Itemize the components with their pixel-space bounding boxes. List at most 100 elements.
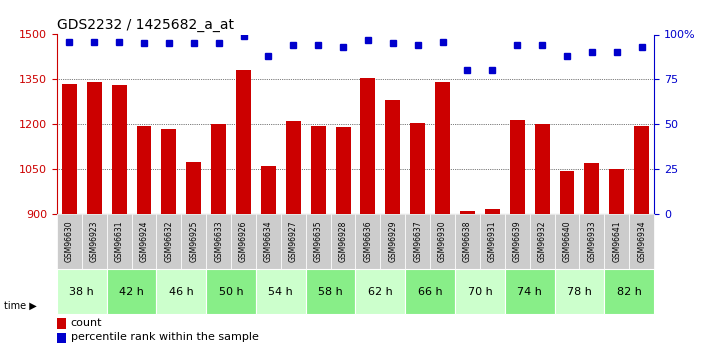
Text: 54 h: 54 h bbox=[269, 287, 293, 296]
Bar bbox=[107, 214, 132, 269]
Bar bbox=[107, 269, 156, 314]
Bar bbox=[480, 214, 505, 269]
Text: GSM96934: GSM96934 bbox=[637, 220, 646, 262]
Bar bbox=[132, 214, 156, 269]
Bar bbox=[380, 214, 405, 269]
Bar bbox=[82, 214, 107, 269]
Text: GSM96927: GSM96927 bbox=[289, 220, 298, 262]
Bar bbox=[286, 121, 301, 214]
Text: GSM96641: GSM96641 bbox=[612, 220, 621, 262]
Bar bbox=[186, 161, 201, 214]
Bar bbox=[57, 333, 66, 344]
Text: GSM96637: GSM96637 bbox=[413, 220, 422, 262]
Bar bbox=[560, 170, 574, 214]
Bar bbox=[306, 269, 356, 314]
Text: GSM96925: GSM96925 bbox=[189, 220, 198, 262]
Bar bbox=[62, 84, 77, 214]
Text: GSM96928: GSM96928 bbox=[338, 220, 348, 262]
Bar bbox=[57, 318, 66, 329]
Bar bbox=[57, 269, 107, 314]
Bar bbox=[87, 82, 102, 214]
Text: GDS2232 / 1425682_a_at: GDS2232 / 1425682_a_at bbox=[57, 18, 234, 32]
Text: GSM96632: GSM96632 bbox=[164, 220, 173, 262]
Bar bbox=[609, 169, 624, 214]
Bar bbox=[281, 214, 306, 269]
Text: 42 h: 42 h bbox=[119, 287, 144, 296]
Text: GSM96923: GSM96923 bbox=[90, 220, 99, 262]
Bar bbox=[634, 126, 649, 214]
Bar bbox=[510, 120, 525, 214]
Bar bbox=[460, 211, 475, 214]
Text: 74 h: 74 h bbox=[518, 287, 542, 296]
Text: 58 h: 58 h bbox=[319, 287, 343, 296]
Bar bbox=[385, 100, 400, 214]
Text: 82 h: 82 h bbox=[617, 287, 641, 296]
Bar bbox=[256, 214, 281, 269]
Text: count: count bbox=[70, 318, 102, 328]
Bar bbox=[356, 269, 405, 314]
Bar bbox=[206, 269, 256, 314]
Bar bbox=[161, 129, 176, 214]
Bar bbox=[455, 269, 505, 314]
Bar bbox=[231, 214, 256, 269]
Text: GSM96924: GSM96924 bbox=[139, 220, 149, 262]
Text: 78 h: 78 h bbox=[567, 287, 592, 296]
Bar bbox=[156, 269, 206, 314]
Bar bbox=[435, 82, 450, 214]
Bar bbox=[112, 85, 127, 214]
Bar bbox=[360, 78, 375, 214]
Bar bbox=[505, 269, 555, 314]
Bar bbox=[629, 214, 654, 269]
Bar bbox=[555, 269, 604, 314]
Bar bbox=[410, 123, 425, 214]
Bar bbox=[584, 163, 599, 214]
Text: GSM96630: GSM96630 bbox=[65, 220, 74, 262]
Bar bbox=[206, 214, 231, 269]
Text: 50 h: 50 h bbox=[219, 287, 243, 296]
Text: time ▶: time ▶ bbox=[4, 300, 36, 310]
Bar bbox=[356, 214, 380, 269]
Bar bbox=[236, 70, 251, 214]
Bar bbox=[181, 214, 206, 269]
Bar bbox=[211, 124, 226, 214]
Text: GSM96638: GSM96638 bbox=[463, 220, 472, 262]
Text: percentile rank within the sample: percentile rank within the sample bbox=[70, 332, 259, 342]
Bar bbox=[579, 214, 604, 269]
Bar bbox=[306, 214, 331, 269]
Bar bbox=[485, 209, 500, 214]
Text: GSM96932: GSM96932 bbox=[538, 220, 547, 262]
Bar bbox=[455, 214, 480, 269]
Bar bbox=[555, 214, 579, 269]
Text: 66 h: 66 h bbox=[418, 287, 442, 296]
Bar bbox=[405, 214, 430, 269]
Text: GSM96636: GSM96636 bbox=[363, 220, 373, 262]
Text: GSM96640: GSM96640 bbox=[562, 220, 572, 262]
Bar bbox=[311, 126, 326, 214]
Bar bbox=[405, 269, 455, 314]
Bar bbox=[505, 214, 530, 269]
Text: 38 h: 38 h bbox=[70, 287, 94, 296]
Text: GSM96631: GSM96631 bbox=[114, 220, 124, 262]
Text: GSM96933: GSM96933 bbox=[587, 220, 597, 262]
Text: GSM96634: GSM96634 bbox=[264, 220, 273, 262]
Bar bbox=[430, 214, 455, 269]
Bar bbox=[336, 127, 351, 214]
Bar bbox=[57, 214, 82, 269]
Text: 62 h: 62 h bbox=[368, 287, 392, 296]
Bar bbox=[137, 126, 151, 214]
Bar bbox=[604, 214, 629, 269]
Bar bbox=[256, 269, 306, 314]
Text: GSM96635: GSM96635 bbox=[314, 220, 323, 262]
Text: GSM96930: GSM96930 bbox=[438, 220, 447, 262]
Text: GSM96633: GSM96633 bbox=[214, 220, 223, 262]
Text: GSM96929: GSM96929 bbox=[388, 220, 397, 262]
Bar bbox=[331, 214, 356, 269]
Text: 46 h: 46 h bbox=[169, 287, 193, 296]
Bar bbox=[156, 214, 181, 269]
Bar bbox=[535, 124, 550, 214]
Text: GSM96931: GSM96931 bbox=[488, 220, 497, 262]
Text: 70 h: 70 h bbox=[468, 287, 492, 296]
Bar bbox=[604, 269, 654, 314]
Text: GSM96639: GSM96639 bbox=[513, 220, 522, 262]
Bar bbox=[530, 214, 555, 269]
